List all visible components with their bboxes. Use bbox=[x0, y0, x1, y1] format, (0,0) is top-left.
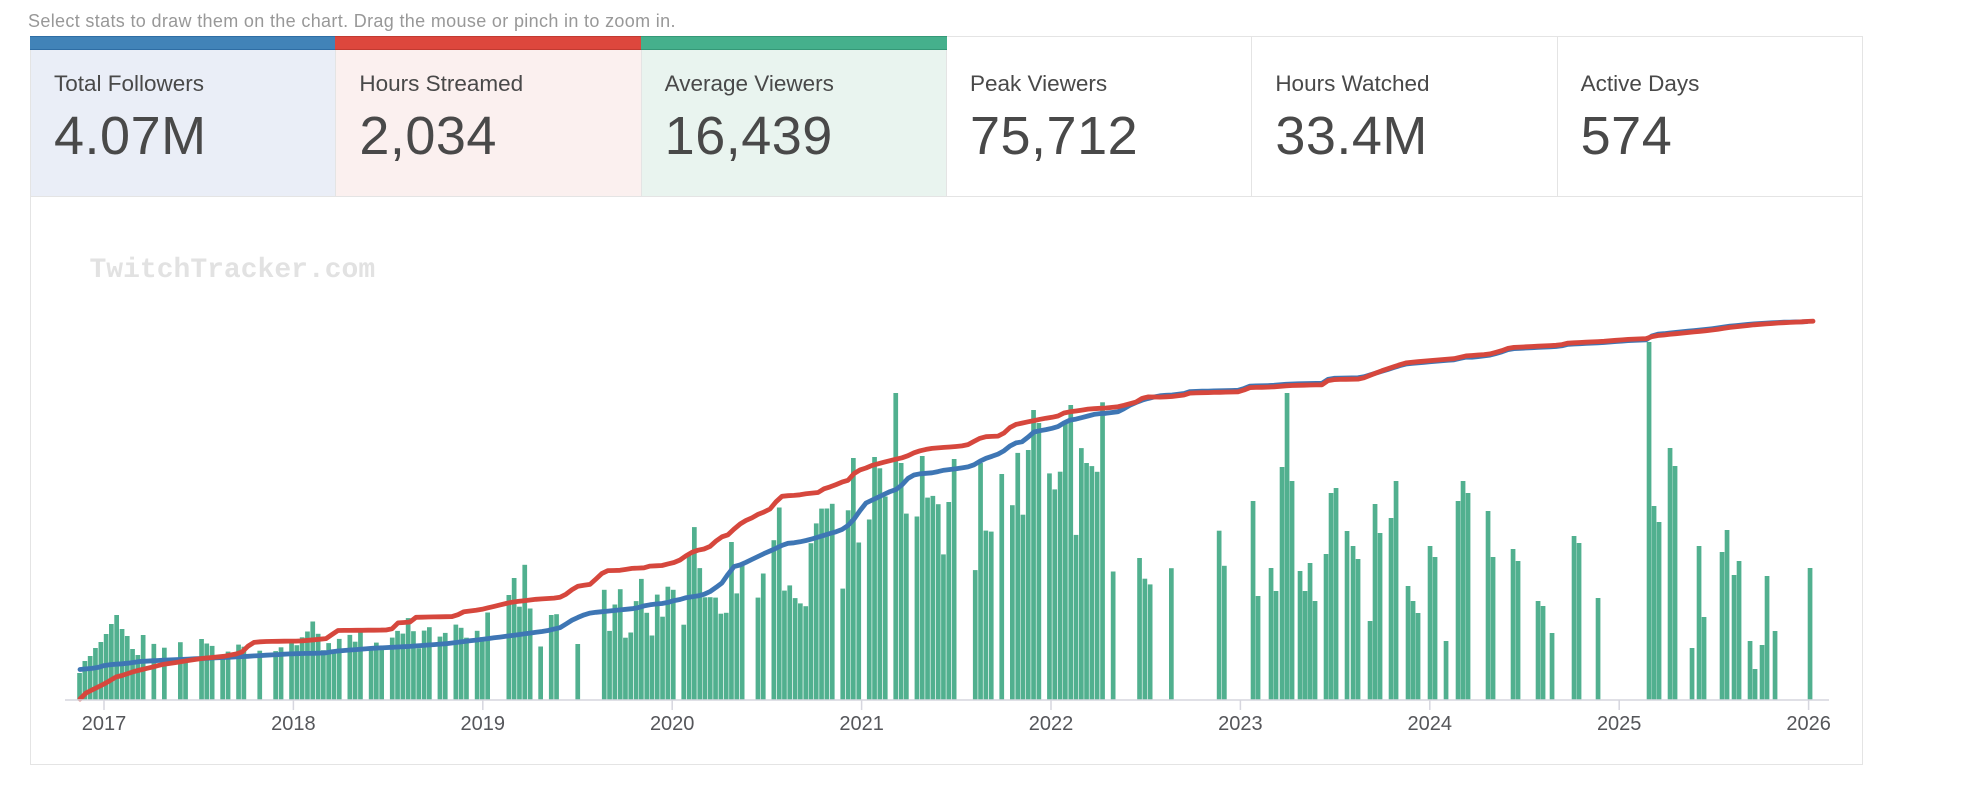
svg-text:TwitchTracker.com: TwitchTracker.com bbox=[90, 255, 376, 286]
svg-text:2018: 2018 bbox=[271, 713, 316, 735]
svg-text:2023: 2023 bbox=[1218, 713, 1263, 735]
svg-text:2017: 2017 bbox=[82, 713, 127, 735]
svg-text:2020: 2020 bbox=[650, 713, 695, 735]
svg-text:2021: 2021 bbox=[839, 713, 884, 735]
svg-text:2024: 2024 bbox=[1408, 713, 1453, 735]
svg-text:2019: 2019 bbox=[461, 713, 506, 735]
svg-text:2025: 2025 bbox=[1597, 713, 1642, 735]
svg-text:2026: 2026 bbox=[1786, 713, 1831, 735]
svg-text:2022: 2022 bbox=[1029, 713, 1074, 735]
